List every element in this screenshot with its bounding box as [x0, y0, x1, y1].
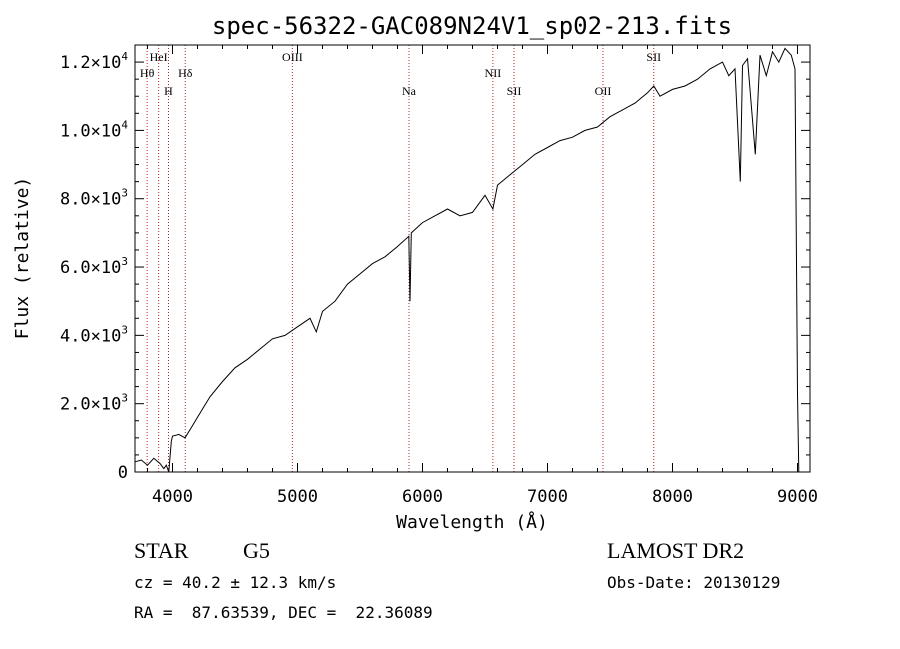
marker-label-2: H	[164, 84, 173, 98]
chart-title: spec-56322-GAC089N24V1_sp02-213.fits	[212, 12, 732, 40]
marker-label-0: Hθ	[140, 66, 155, 80]
marker-label-4: OIII	[282, 50, 303, 64]
y-tick-label-1: 2.0×103	[60, 392, 128, 415]
y-tick-label-4: 8.0×103	[60, 187, 128, 210]
marker-label-7: SII	[507, 84, 522, 98]
y-tick-label-2: 4.0×103	[60, 323, 128, 346]
x-tick-label-0: 4000	[152, 487, 193, 507]
obs-date: Obs-Date: 20130129	[607, 573, 781, 592]
marker-label-6: NII	[485, 66, 502, 80]
x-tick-label-5: 9000	[777, 487, 818, 507]
coordinates: RA = 87.63539, DEC = 22.36089	[134, 603, 433, 622]
y-tick-label-0: 0	[118, 463, 128, 483]
spectrum-line	[134, 47, 800, 473]
x-axis-ticks: 4000 5000 6000 7000 8000 9000	[147, 45, 818, 507]
marker-label-8: OII	[595, 84, 612, 98]
marker-label-1: HeI	[150, 50, 168, 64]
marker-label-3: Hδ	[178, 66, 193, 80]
x-tick-label-4: 8000	[652, 487, 693, 507]
object-class: STAR	[134, 538, 189, 563]
redshift-text: cz = 40.2 ± 12.3 km/s	[134, 573, 337, 592]
y-axis-ticks: 0 2.0×103 4.0×103 6.0×103 8.0×103 1.0×104 1.2×…	[60, 50, 810, 483]
survey-name: LAMOST DR2	[607, 538, 745, 563]
x-tick-label-1: 5000	[277, 487, 318, 507]
y-axis-label: Flux (relative)	[12, 177, 33, 340]
line-markers: Hθ HeI H Hδ OIII Na NII SII OII SII	[140, 45, 661, 472]
marker-label-9: SII	[646, 50, 661, 64]
plot-frame	[134, 44, 811, 473]
x-tick-label-3: 7000	[527, 487, 568, 507]
y-tick-label-5: 1.0×104	[60, 118, 128, 141]
marker-label-5: Na	[402, 84, 417, 98]
y-tick-label-3: 6.0×103	[60, 255, 128, 278]
object-subclass: G5	[243, 538, 270, 563]
y-tick-label-6: 1.2×104	[60, 50, 128, 73]
x-axis-label: Wavelength (Å)	[396, 511, 548, 533]
x-tick-label-2: 6000	[402, 487, 443, 507]
